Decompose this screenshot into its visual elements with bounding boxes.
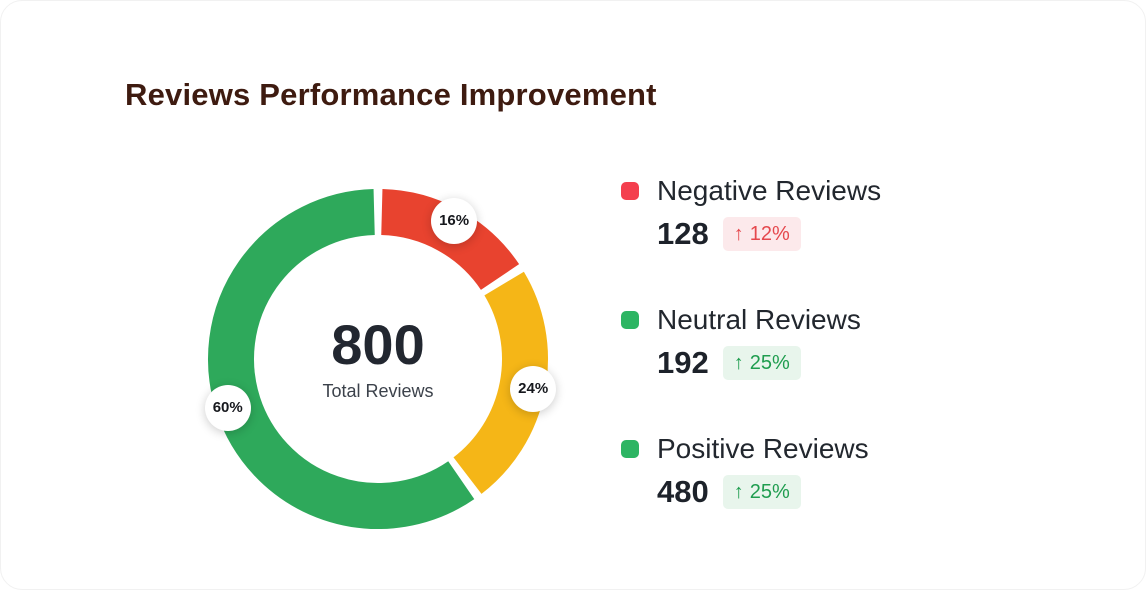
legend-value: 128 — [657, 216, 709, 251]
segment-percent-label-neutral: 24% — [510, 365, 557, 412]
legend-item-stats: 192 ↑ 25% — [657, 345, 881, 381]
legend-value: 480 — [657, 474, 709, 509]
segment-percent-label-positive: 60% — [204, 384, 251, 431]
delta-badge: ↑ 25% — [722, 346, 801, 380]
neutral-swatch-icon — [621, 311, 639, 329]
negative-swatch-icon — [621, 182, 639, 200]
legend-item-negative: Negative Reviews 128 ↑ 12% — [621, 175, 881, 252]
delta-percent: 25% — [749, 352, 790, 374]
legend-item-neutral: Neutral Reviews 192 ↑ 25% — [621, 304, 881, 381]
positive-swatch-icon — [621, 440, 639, 458]
legend-item-header: Neutral Reviews — [621, 304, 881, 336]
legend: Negative Reviews 128 ↑ 12% Neutral Revie… — [621, 175, 881, 510]
donut-center: 800 Total Reviews — [208, 189, 548, 529]
segment-percent-label-negative: 16% — [431, 197, 478, 244]
legend-item-stats: 128 ↑ 12% — [657, 216, 881, 252]
legend-item-header: Positive Reviews — [621, 433, 881, 465]
delta-percent: 25% — [749, 481, 790, 503]
legend-value: 192 — [657, 345, 709, 380]
donut-chart: 800 Total Reviews 16% 24% 60% — [204, 189, 557, 529]
up-arrow-icon: ↑ — [733, 481, 744, 503]
up-arrow-icon: ↑ — [733, 352, 744, 374]
up-arrow-icon: ↑ — [733, 223, 744, 245]
delta-badge: ↑ 25% — [722, 475, 801, 509]
legend-label: Neutral Reviews — [657, 304, 861, 335]
delta-percent: 12% — [749, 223, 790, 245]
delta-badge: ↑ 12% — [722, 217, 801, 251]
legend-item-positive: Positive Reviews 480 ↑ 25% — [621, 433, 881, 510]
total-reviews-label: Total Reviews — [322, 380, 434, 401]
legend-item-stats: 480 ↑ 25% — [657, 474, 881, 510]
legend-item-header: Negative Reviews — [621, 175, 881, 207]
legend-label: Positive Reviews — [657, 433, 869, 464]
page-title: Reviews Performance Improvement — [125, 77, 657, 112]
legend-label: Negative Reviews — [657, 175, 882, 206]
total-reviews-value: 800 — [331, 312, 425, 376]
